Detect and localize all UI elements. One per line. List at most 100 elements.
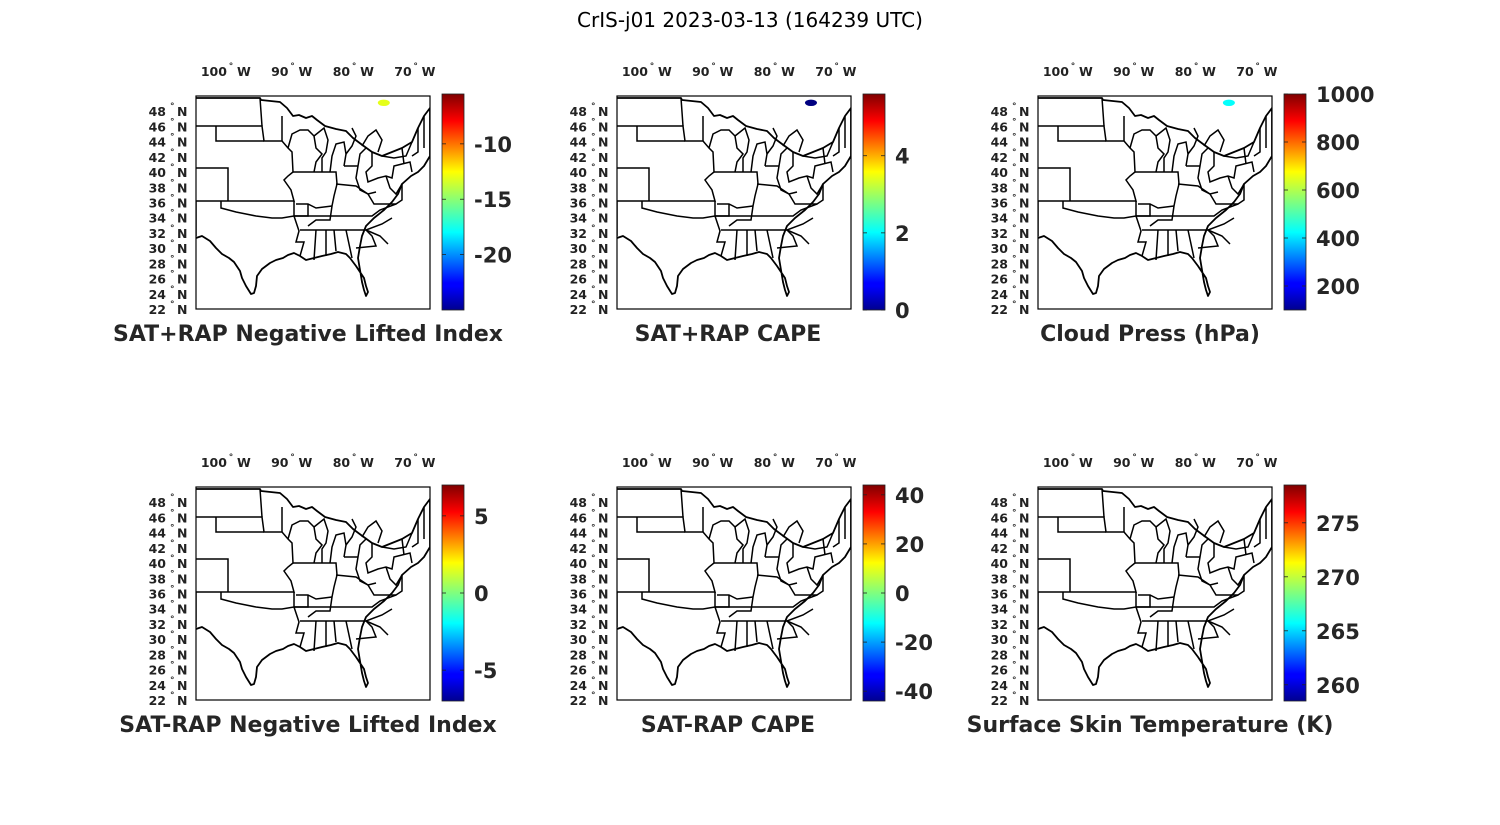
lat-hemisphere: N xyxy=(1019,663,1029,678)
lon-hemisphere: W xyxy=(658,64,672,79)
degree-symbol: ° xyxy=(290,62,295,72)
lat-hemisphere: N xyxy=(1019,287,1029,302)
colorbar-tick-label: -20 xyxy=(895,631,933,655)
lon-hemisphere: W xyxy=(299,64,313,79)
colorbar-tick-label: -20 xyxy=(474,244,512,268)
lon-hemisphere: W xyxy=(781,64,795,79)
map-frame xyxy=(1037,95,1273,310)
degree-symbol: ° xyxy=(591,117,596,127)
lat-tick-label: 28 xyxy=(570,647,587,662)
lat-tick-label: 48 xyxy=(570,495,587,510)
degree-symbol: ° xyxy=(170,600,175,610)
lat-tick-label: 40 xyxy=(149,165,167,180)
lat-tick-label: 46 xyxy=(149,119,167,134)
lat-hemisphere: N xyxy=(1019,693,1029,708)
lat-tick-label: 42 xyxy=(570,150,587,165)
degree-symbol: ° xyxy=(170,676,175,686)
lat-tick-label: 38 xyxy=(149,571,166,586)
degree-symbol: ° xyxy=(834,453,839,463)
lat-hemisphere: N xyxy=(598,226,608,241)
lat-hemisphere: N xyxy=(177,663,187,678)
lat-tick-label: 40 xyxy=(991,165,1009,180)
lat-tick-label: 38 xyxy=(570,571,587,586)
lat-hemisphere: N xyxy=(177,226,187,241)
lat-hemisphere: N xyxy=(598,302,608,317)
lat-hemisphere: N xyxy=(598,587,608,602)
lat-hemisphere: N xyxy=(1019,556,1029,571)
colorbar-tick-label: 0 xyxy=(474,582,489,606)
map-area xyxy=(616,486,852,701)
degree-symbol: ° xyxy=(170,615,175,625)
lat-hemisphere: N xyxy=(598,119,608,134)
lat-hemisphere: N xyxy=(598,678,608,693)
lat-hemisphere: N xyxy=(177,256,187,271)
lat-tick-label: 34 xyxy=(149,211,167,226)
lat-hemisphere: N xyxy=(598,541,608,556)
lat-hemisphere: N xyxy=(177,119,187,134)
lat-tick-label: 32 xyxy=(570,617,587,632)
lon-hemisphere: W xyxy=(422,455,436,470)
lat-hemisphere: N xyxy=(598,165,608,180)
lat-hemisphere: N xyxy=(598,556,608,571)
lat-tick-label: 44 xyxy=(570,526,588,541)
degree-symbol: ° xyxy=(170,539,175,549)
lon-tick-label: 70 xyxy=(815,64,833,79)
lat-tick-label: 42 xyxy=(991,541,1008,556)
lat-hemisphere: N xyxy=(1019,647,1029,662)
lat-tick-label: 26 xyxy=(991,663,1009,678)
lat-hemisphere: N xyxy=(177,556,187,571)
lat-hemisphere: N xyxy=(598,196,608,211)
degree-symbol: ° xyxy=(170,209,175,219)
degree-symbol: ° xyxy=(229,453,234,463)
degree-symbol: ° xyxy=(1012,300,1017,310)
panel-title: Surface Skin Temperature (K) xyxy=(967,713,1334,738)
degree-symbol: ° xyxy=(170,270,175,280)
map-area xyxy=(1037,95,1273,310)
lat-hemisphere: N xyxy=(177,495,187,510)
degree-symbol: ° xyxy=(591,239,596,249)
map-frame xyxy=(616,486,852,701)
colorbar-tick-label: 0 xyxy=(895,299,910,323)
degree-symbol: ° xyxy=(1012,615,1017,625)
degree-symbol: ° xyxy=(170,148,175,158)
lat-hemisphere: N xyxy=(1019,495,1029,510)
lon-tick-label: 70 xyxy=(815,455,833,470)
lat-tick-label: 24 xyxy=(570,678,588,693)
lat-hemisphere: N xyxy=(598,663,608,678)
lat-tick-label: 36 xyxy=(991,196,1009,211)
lat-hemisphere: N xyxy=(598,602,608,617)
lat-tick-label: 42 xyxy=(149,150,166,165)
lat-hemisphere: N xyxy=(177,150,187,165)
observation-marker-0 xyxy=(1222,99,1235,107)
lon-tick-label: 90 xyxy=(1113,64,1131,79)
lat-tick-label: 38 xyxy=(570,180,587,195)
map-frame xyxy=(195,486,431,701)
degree-symbol: ° xyxy=(170,630,175,640)
degree-symbol: ° xyxy=(1012,508,1017,518)
degree-symbol: ° xyxy=(1071,62,1076,72)
panel-sat-rap-neg-cape: 100 ° W 90 ° W 80 ° W 70 ° W48 ° N46 ° N44 ° N42 ° N40 ° N38 °… xyxy=(570,453,933,738)
degree-symbol: ° xyxy=(1012,539,1017,549)
lat-tick-label: 30 xyxy=(570,241,588,256)
lon-tick-label: 90 xyxy=(692,455,710,470)
lat-tick-label: 26 xyxy=(570,663,588,678)
panel-title: SAT+RAP CAPE xyxy=(635,322,822,347)
degree-symbol: ° xyxy=(1012,585,1017,595)
lat-hemisphere: N xyxy=(598,693,608,708)
degree-symbol: ° xyxy=(591,493,596,503)
lat-hemisphere: N xyxy=(177,135,187,150)
degree-symbol: ° xyxy=(170,285,175,295)
degree-symbol: ° xyxy=(591,163,596,173)
degree-symbol: ° xyxy=(1012,117,1017,127)
colorbar-tick-label: 20 xyxy=(895,533,924,557)
lat-tick-label: 24 xyxy=(149,678,167,693)
lat-tick-label: 30 xyxy=(570,632,588,647)
degree-symbol: ° xyxy=(1132,62,1137,72)
degree-symbol: ° xyxy=(413,453,418,463)
lat-hemisphere: N xyxy=(598,495,608,510)
degree-symbol: ° xyxy=(1012,239,1017,249)
degree-symbol: ° xyxy=(1012,224,1017,234)
degree-symbol: ° xyxy=(1071,453,1076,463)
lon-tick-label: 90 xyxy=(1113,455,1131,470)
